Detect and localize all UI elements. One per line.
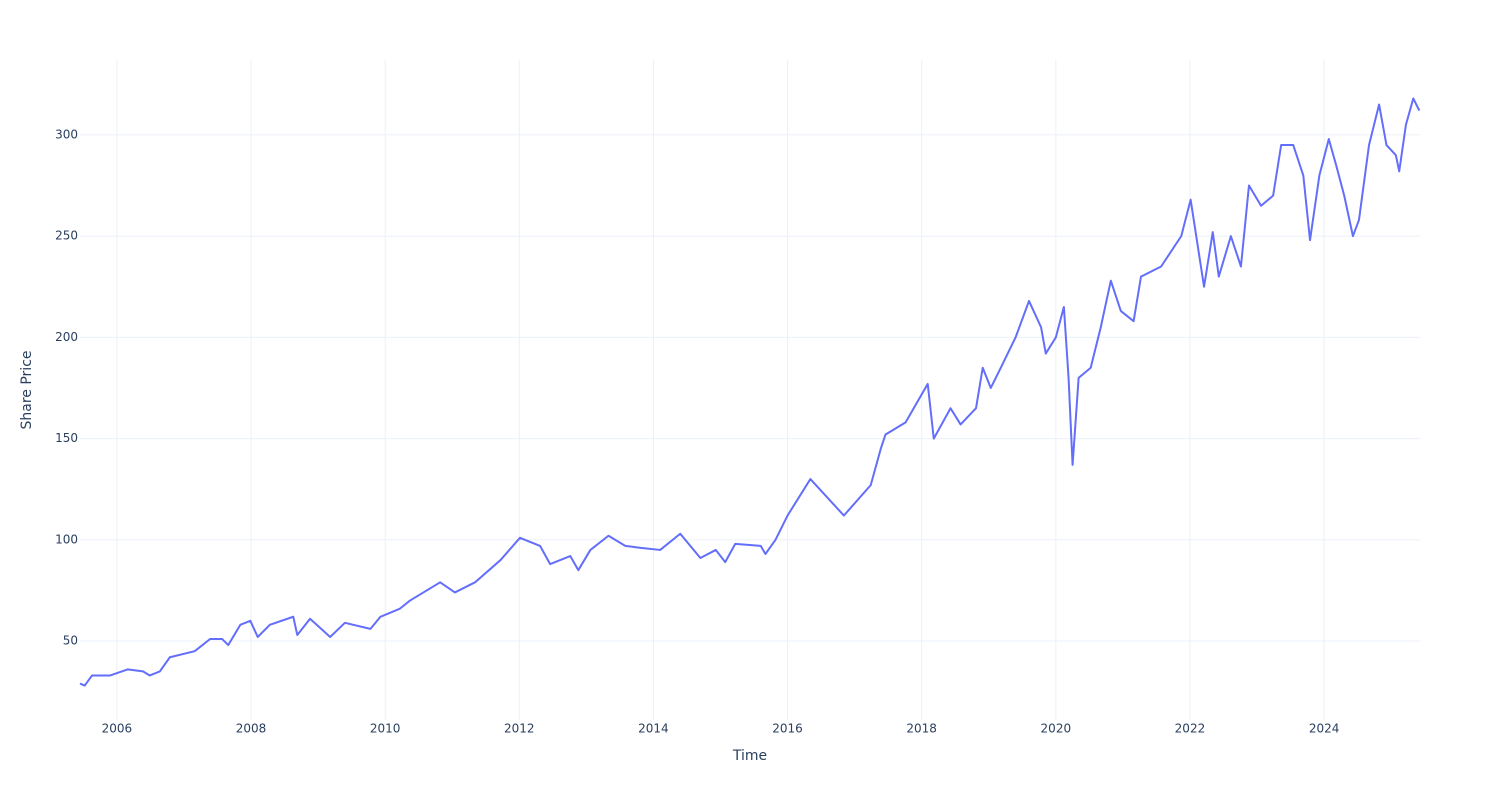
y-tick-label: 50 [63, 634, 78, 648]
x-tick-label: 2016 [772, 722, 803, 736]
x-tick-label: 2006 [102, 722, 133, 736]
x-tick-label: 2020 [1041, 722, 1072, 736]
x-tick-label: 2010 [370, 722, 401, 736]
x-tick-label: 2014 [638, 722, 669, 736]
y-tick-label: 100 [55, 532, 78, 546]
x-axis-title: Time [732, 748, 767, 764]
x-tick-label: 2024 [1309, 722, 1340, 736]
x-tick-label: 2012 [504, 722, 535, 736]
x-tick-label: 2008 [236, 722, 267, 736]
y-tick-label: 300 [55, 127, 78, 141]
y-axis-title: Share Price [19, 350, 35, 429]
y-tick-label: 250 [55, 229, 78, 243]
price-line [79, 97, 1421, 687]
x-tick-label: 2018 [906, 722, 937, 736]
x-tick-label: 2022 [1175, 722, 1206, 736]
y-tick-label: 200 [55, 330, 78, 344]
y-tick-label: 150 [55, 431, 78, 445]
